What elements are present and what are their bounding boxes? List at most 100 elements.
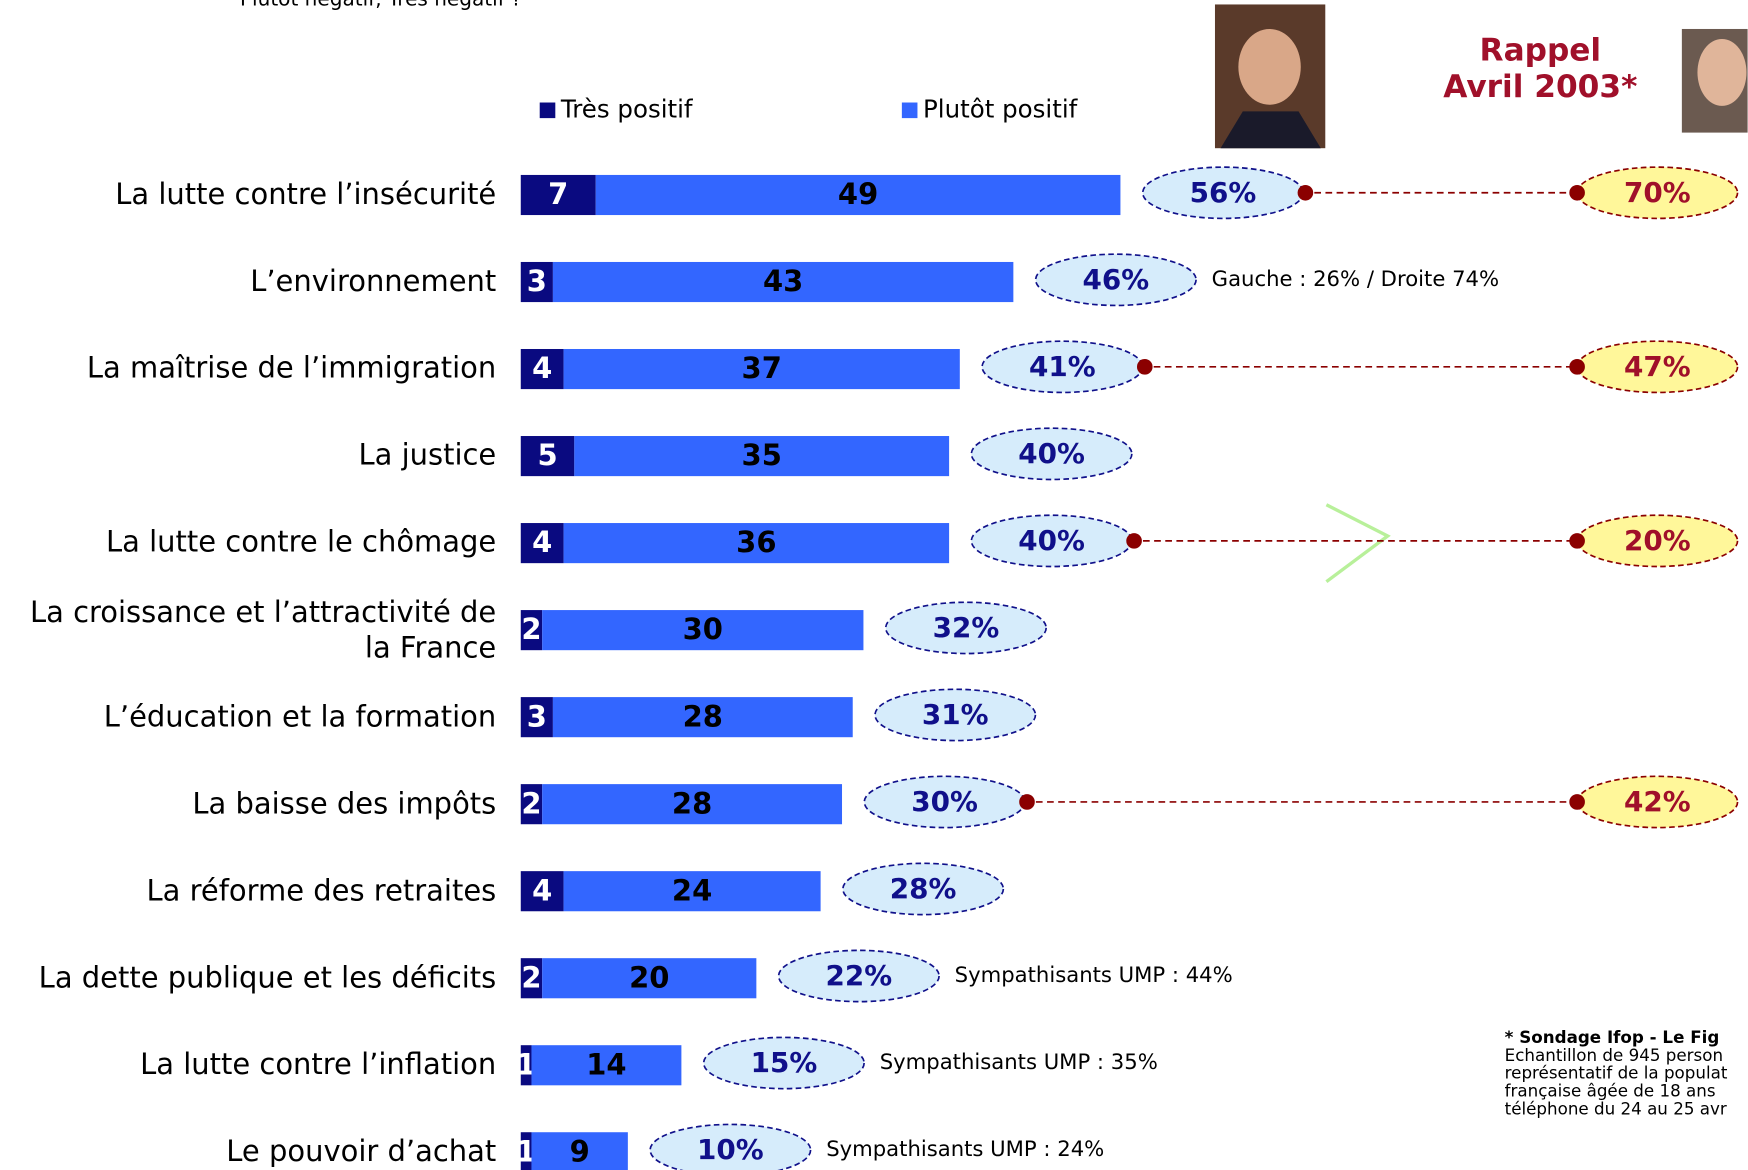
segment-label: 3 [527,264,547,298]
decoration [1325,503,1391,583]
segment-label: 5 [537,438,557,472]
category-label: La croissance et l’attractivité de la Fr… [29,595,497,665]
category-label-box: La baisse des impôts [192,787,496,820]
bar-segment [574,436,950,477]
segment-label: 9 [570,1134,590,1168]
segment-label: 30 [683,612,723,646]
bar-segment [542,958,757,999]
segment-label: 3 [527,699,547,733]
total-label: 40% [1018,437,1085,470]
total-label: 22% [826,959,893,992]
total-label: 32% [933,611,1000,644]
connector-dot [1019,794,1035,810]
connector-dot [1569,794,1585,810]
recall-bubble [1576,166,1739,220]
note: Sympathisants UMP : 44% [955,962,1233,987]
segment-label: 4 [532,873,552,907]
bar-segment [563,871,821,912]
bar-segment [552,261,1014,303]
connector-dot [1297,184,1314,201]
segment-label: 2 [521,612,541,646]
category-label-box: La lutte contre le chômage [106,526,496,559]
bar-segment [563,348,960,390]
segment-label: 28 [683,699,723,733]
segment-label: 36 [736,525,776,559]
bar-segment [520,1045,532,1086]
total-bubble [777,949,940,1003]
bar-segment [520,784,543,825]
segment-label: 37 [742,351,782,385]
category-label-box: La dette publique et les déficits [38,961,497,995]
bar-segment [520,871,564,912]
category-label: La dette publique et les déficits [38,961,497,995]
recall-label: 20% [1624,524,1691,557]
segment-label: 14 [586,1047,626,1081]
total-label: 28% [890,872,957,905]
category-label-box: La lutte contre l’inflation [140,1048,497,1082]
total-label: 30% [911,785,978,818]
category-label: L’éducation et la formation [103,700,497,734]
category-label-box: La croissance et l’attractivité de la Fr… [29,595,497,665]
recall-label: 42% [1624,785,1691,818]
total-bubble [970,427,1133,481]
bar-segment [542,784,843,825]
category-label-box: L’éducation et la formation [103,700,497,734]
bar-segment [520,174,596,216]
legend-label: Plutôt positif [923,94,1079,123]
category-label: La lutte contre l’inflation [140,1048,497,1082]
category-label-box: La lutte contre l’insécurité [115,178,496,211]
legend-swatch [539,102,556,119]
total-bubble [874,688,1037,742]
footnote: Echantillon de 945 person [1505,1045,1723,1065]
photo-face [1697,39,1747,106]
total-label: 56% [1190,176,1257,209]
total-bubble [884,601,1048,655]
total-label: 46% [1083,263,1150,296]
recall-label: 70% [1624,176,1691,209]
bar-segment [563,523,950,564]
connector-dot [1569,184,1585,201]
category-label: La maîtrise de l’immigration [86,352,497,386]
footnote: représentatif de la populat [1505,1063,1728,1083]
segment-label: 2 [521,786,541,820]
segment-label: 2 [521,960,541,994]
footnote: * Sondage Ifop - Le Fig [1505,1027,1720,1047]
subtitle: Plutôt négatif, Très négatif ? [240,0,522,10]
note: Gauche : 26% / Droite 74% [1212,266,1499,291]
total-label: 41% [1029,350,1096,383]
bar-segment [520,348,564,390]
photo-face [1238,28,1301,105]
bar-segment [520,958,543,999]
recall-title: Avril 2003* [1443,69,1637,105]
legend-swatch [901,102,918,119]
segment-label: 35 [742,438,782,472]
total-label: 31% [922,698,989,731]
segment-label: 20 [629,960,669,994]
total-bubble [1034,253,1197,307]
category-label: La réforme des retraites [146,874,497,908]
total-bubble [842,862,1005,916]
bar-segment [552,697,853,738]
recall-bubble [1576,340,1739,394]
recall-bubble [1576,775,1739,829]
bar-segment [520,523,564,564]
total-label: 15% [751,1046,818,1079]
connector-dot [1126,533,1142,549]
recall-bubble [1576,514,1739,568]
segment-label: 24 [672,873,712,907]
bar-segment [520,697,553,738]
bar-segment [520,1132,532,1170]
bar-segment [531,1045,682,1086]
category-label: La justice [358,439,497,473]
segment-label: 7 [548,177,568,211]
segment-label: 1 [516,1047,536,1081]
footnote: téléphone du 24 au 25 avr [1505,1098,1727,1118]
bar-segment [595,174,1121,216]
category-label-box: Le pouvoir d’achat [226,1136,496,1169]
bar-segment [520,261,553,303]
segment-label: 49 [838,177,878,211]
category-label-box: La réforme des retraites [146,874,497,908]
recall-label: 47% [1624,350,1691,383]
segment-label: 1 [516,1134,536,1168]
